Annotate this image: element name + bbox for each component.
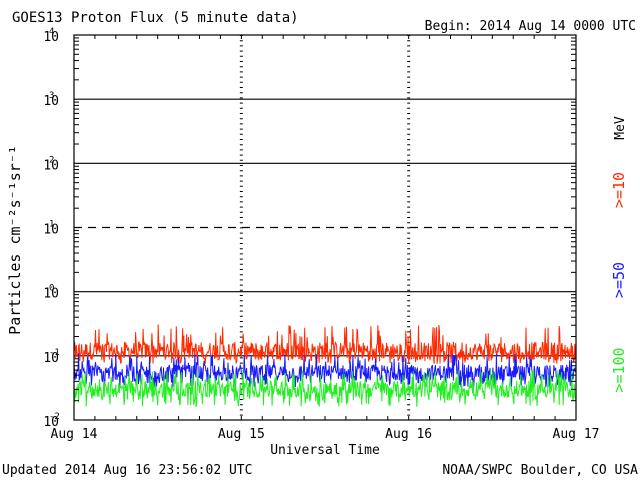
y-tick-exponent: -2	[49, 412, 60, 422]
y-tick-exponent: 3	[49, 91, 54, 101]
x-tick-label: Aug 16	[385, 427, 432, 442]
y-tick-exponent: 4	[49, 27, 54, 37]
y-tick-label: 10	[43, 351, 59, 366]
x-tick-label: Aug 17	[553, 427, 600, 442]
y-axis-label: Particles cm⁻²s⁻¹sr⁻¹	[6, 145, 24, 335]
credit-text: NOAA/SWPC Boulder, CO USA	[442, 463, 638, 478]
legend-unit: MeV	[613, 116, 628, 140]
x-tick-label: Aug 15	[218, 427, 265, 442]
y-tick-label: 10	[43, 415, 59, 430]
y-tick-label: 10	[43, 223, 59, 238]
plot-frame	[73, 34, 577, 421]
y-tick-exponent: -1	[49, 348, 60, 358]
chart-title: GOES13 Proton Flux (5 minute data)	[12, 10, 299, 26]
begin-time: Begin: 2014 Aug 14 0000 UTC	[425, 19, 636, 34]
y-tick-exponent: 1	[49, 220, 54, 230]
series-line-ge100	[73, 370, 577, 407]
legend: >=10 >=50 >=100 MeV	[610, 116, 628, 392]
data-series	[73, 324, 577, 407]
x-axis-label: Universal Time	[270, 443, 380, 458]
grid-lines	[74, 35, 576, 420]
y-tick-label: 10	[43, 158, 59, 173]
legend-ge10: >=10	[610, 172, 628, 208]
updated-timestamp: Updated 2014 Aug 16 23:56:02 UTC	[2, 463, 252, 478]
series-line-ge10	[73, 324, 577, 365]
x-tick-label: Aug 14	[51, 427, 98, 442]
legend-ge50: >=50	[610, 262, 628, 298]
y-tick-exponent: 0	[49, 284, 54, 294]
y-tick-label: 10	[43, 94, 59, 109]
y-tick-label: 10	[43, 287, 59, 302]
y-tick-exponent: 2	[49, 155, 54, 165]
y-tick-label: 10	[43, 30, 59, 45]
legend-ge100: >=100	[610, 347, 628, 392]
